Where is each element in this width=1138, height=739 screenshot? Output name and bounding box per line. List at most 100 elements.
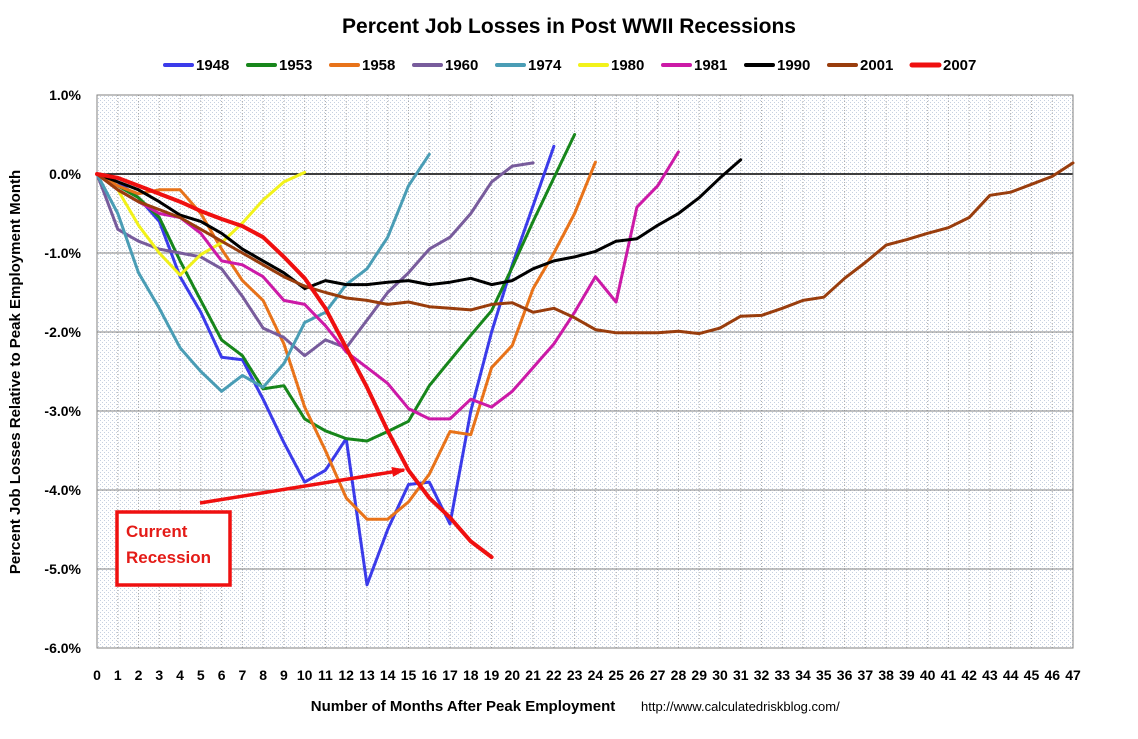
x-tick-label: 3 xyxy=(155,667,163,683)
x-tick-label: 23 xyxy=(567,667,583,683)
legend-item-1980: 1980 xyxy=(578,57,644,74)
series-line-2001 xyxy=(95,161,1075,336)
x-tick-label: 12 xyxy=(338,667,354,683)
x-tick-label: 22 xyxy=(546,667,562,683)
legend-item-1948: 1948 xyxy=(163,57,229,74)
x-tick-label: 8 xyxy=(259,667,267,683)
legend-label: 1958 xyxy=(362,57,395,74)
x-tick-label: 39 xyxy=(899,667,915,683)
series-line-1980 xyxy=(95,170,307,277)
series-line-1958 xyxy=(95,160,597,521)
x-tick-label: 42 xyxy=(961,667,977,683)
series-lines xyxy=(95,133,1075,587)
x-tick-label: 31 xyxy=(733,667,749,683)
x-axis-ticks: 0 1 2 3 4 5 6 7 8 9 10 11 12 13 14 15 16 17 18 19 20 21 22 23 24… xyxy=(93,667,1081,683)
x-tick-label: 20 xyxy=(505,667,521,683)
x-tick-label: 9 xyxy=(280,667,288,683)
grid-lines xyxy=(96,94,1074,649)
x-tick-label: 5 xyxy=(197,667,205,683)
source-url: http://www.calculatedriskblog.com/ xyxy=(641,699,840,714)
x-tick-label: 24 xyxy=(588,667,604,683)
x-tick-label: 15 xyxy=(401,667,417,683)
x-tick-label: 11 xyxy=(318,667,333,683)
series-line-1981 xyxy=(95,150,680,421)
x-tick-label: 40 xyxy=(920,667,936,683)
x-tick-label: 26 xyxy=(629,667,645,683)
x-tick-label: 28 xyxy=(671,667,687,683)
x-tick-label: 14 xyxy=(380,667,396,683)
legend-label: 2007 xyxy=(943,57,976,74)
x-tick-label: 7 xyxy=(238,667,246,683)
x-tick-label: 17 xyxy=(442,667,458,683)
legend-item-2001: 2001 xyxy=(827,57,893,74)
x-tick-label: 25 xyxy=(608,667,624,683)
y-tick-label: -2.0% xyxy=(44,324,81,340)
chart-title: Percent Job Losses in Post WWII Recessio… xyxy=(342,15,796,38)
plot-area xyxy=(97,95,1073,648)
legend-label: 1990 xyxy=(777,57,810,74)
legend-item-1958: 1958 xyxy=(329,57,395,74)
legend-label: 1948 xyxy=(196,57,229,74)
y-tick-label: -1.0% xyxy=(44,245,81,261)
x-tick-label: 32 xyxy=(754,667,770,683)
series-line-1990 xyxy=(95,158,743,291)
series-line-1960 xyxy=(95,161,535,358)
x-tick-label: 34 xyxy=(795,667,811,683)
x-tick-label: 21 xyxy=(525,667,541,683)
legend-item-1990: 1990 xyxy=(744,57,810,74)
legend-label: 1974 xyxy=(528,57,562,74)
annotation-line2: Recession xyxy=(126,548,211,567)
x-tick-label: 45 xyxy=(1024,667,1040,683)
x-tick-label: 16 xyxy=(421,667,437,683)
y-tick-label: -3.0% xyxy=(44,403,81,419)
annotation-arrow xyxy=(199,466,406,505)
x-tick-label: 35 xyxy=(816,667,832,683)
x-tick-label: 0 xyxy=(93,667,101,683)
annotation-box xyxy=(115,510,232,587)
x-tick-label: 18 xyxy=(463,667,479,683)
legend-label: 1981 xyxy=(694,57,727,74)
x-tick-label: 41 xyxy=(941,667,957,683)
current-recession-annotation: Current Recession xyxy=(115,510,232,587)
x-tick-label: 27 xyxy=(650,667,666,683)
x-tick-label: 4 xyxy=(176,667,184,683)
x-tick-label: 43 xyxy=(982,667,998,683)
legend-label: 1953 xyxy=(279,57,312,74)
x-tick-label: 38 xyxy=(878,667,894,683)
legend-label: 2001 xyxy=(860,57,893,74)
legend-item-1974: 1974 xyxy=(495,57,562,74)
x-tick-label: 47 xyxy=(1065,667,1081,683)
x-tick-label: 29 xyxy=(691,667,707,683)
legend-label: 1980 xyxy=(611,57,644,74)
x-tick-label: 44 xyxy=(1003,667,1019,683)
series-line-2007 xyxy=(95,172,494,560)
x-tick-label: 36 xyxy=(837,667,853,683)
y-tick-label: -6.0% xyxy=(44,640,81,656)
x-tick-label: 2 xyxy=(135,667,143,683)
legend-item-1953: 1953 xyxy=(246,57,312,74)
y-tick-label: -5.0% xyxy=(44,561,81,577)
legend-item-1981: 1981 xyxy=(661,57,727,74)
y-tick-label: 0.0% xyxy=(49,166,81,182)
y-axis-ticks: 1.0% 0.0% -1.0% -2.0% -3.0% -4.0% -5.0% -6.0% xyxy=(44,87,81,656)
x-tick-label: 33 xyxy=(774,667,790,683)
annotation-line1: Current xyxy=(126,522,188,541)
x-tick-label: 46 xyxy=(1044,667,1060,683)
x-tick-label: 37 xyxy=(858,667,874,683)
x-axis-label: Number of Months After Peak Employment xyxy=(311,698,615,715)
x-tick-label: 10 xyxy=(297,667,313,683)
x-tick-label: 1 xyxy=(114,667,122,683)
x-tick-label: 19 xyxy=(484,667,500,683)
legend-item-2007: 2007 xyxy=(909,57,976,74)
series-line-1974 xyxy=(95,152,431,393)
y-tick-label: -4.0% xyxy=(44,482,81,498)
plot-border xyxy=(96,94,1074,649)
x-tick-label: 6 xyxy=(218,667,226,683)
legend-item-1960: 1960 xyxy=(412,57,478,74)
legend: 1948 1953 1958 1960 1974 1980 1981 1990 2001 2007 xyxy=(163,57,976,74)
y-axis-label: Percent Job Losses Relative to Peak Empl… xyxy=(7,170,24,574)
legend-label: 1960 xyxy=(445,57,478,74)
y-tick-label: 1.0% xyxy=(49,87,81,103)
series-line-1948 xyxy=(95,144,556,587)
